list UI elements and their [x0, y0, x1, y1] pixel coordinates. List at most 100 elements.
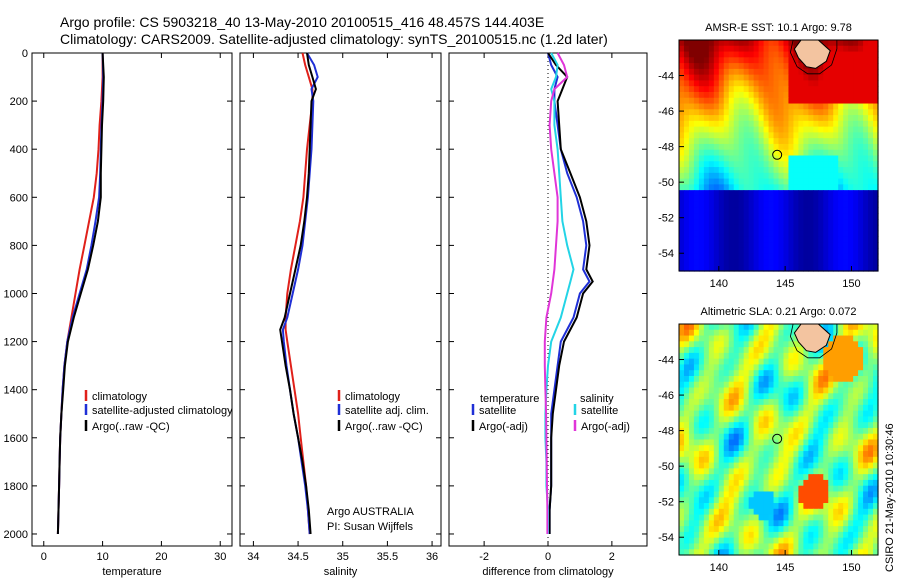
map-cell [688, 265, 695, 272]
map-cell [698, 224, 705, 232]
map-cell [758, 74, 765, 82]
map-cell [733, 184, 740, 191]
map-cell [833, 167, 839, 174]
map-cell [803, 161, 809, 168]
map-cell [798, 485, 804, 493]
map-cell [833, 537, 839, 545]
map-cell [828, 456, 834, 464]
map-cell [688, 91, 695, 99]
map-cell [773, 462, 780, 469]
map-cell [768, 410, 775, 418]
map-cell [679, 427, 685, 435]
map-cell [728, 347, 735, 354]
map-cell [813, 224, 819, 232]
map-cell [708, 115, 715, 122]
map-cell [708, 259, 715, 266]
map-cell [758, 364, 765, 371]
map-cell [753, 543, 760, 550]
map-cell [843, 324, 849, 331]
map-cell [848, 178, 854, 185]
map-cell [853, 126, 859, 134]
map-cell [848, 120, 854, 128]
map-cell [718, 167, 725, 174]
map-cell [838, 364, 844, 371]
map-cell [763, 399, 770, 406]
map-cell [863, 103, 869, 110]
map-cell [693, 352, 700, 360]
map-cell [758, 468, 765, 475]
map-cell [733, 132, 740, 139]
map-cell [823, 451, 829, 458]
map-cell [733, 138, 740, 145]
map-cell [733, 178, 740, 185]
map-cell [728, 126, 735, 134]
map-cell [813, 387, 819, 394]
map-cell [803, 474, 809, 481]
map-cell [738, 497, 745, 504]
map-cell [858, 247, 864, 255]
map-cell [688, 236, 695, 243]
map-cell [698, 97, 705, 105]
map-cell [783, 109, 790, 116]
map-cell [808, 195, 814, 203]
map-cell [798, 468, 804, 475]
map-cell [853, 265, 859, 272]
map-cell [808, 393, 814, 400]
map-cell [683, 63, 690, 70]
map-cell [733, 155, 740, 162]
map-cell [858, 456, 864, 464]
map-cell [688, 381, 695, 389]
map-cell [683, 387, 690, 394]
map-cell [788, 381, 795, 389]
map-cell [823, 172, 829, 180]
map-cell [763, 474, 770, 481]
map-cell [758, 201, 765, 209]
map-cell [803, 416, 809, 423]
map-cell [713, 97, 720, 105]
map-cell [733, 445, 740, 452]
map-cell [743, 375, 750, 383]
map-cell [753, 63, 760, 70]
map-cell [768, 491, 775, 498]
map-cell [853, 375, 859, 383]
map-cell [748, 219, 755, 226]
map-cell [858, 491, 864, 498]
map-cell [833, 364, 839, 371]
map-cell [728, 213, 735, 220]
map-cell [698, 537, 705, 545]
map-cell [708, 439, 715, 446]
map-cell [788, 520, 795, 527]
map-cell [753, 86, 760, 93]
map-cell [758, 63, 765, 70]
map-cell [793, 462, 799, 469]
map-cell [788, 40, 795, 47]
map-cell [703, 358, 710, 366]
map-cell [858, 410, 864, 418]
map-cell [818, 468, 824, 475]
map-cell [743, 74, 750, 82]
map-cell [738, 74, 745, 82]
map-cell [813, 155, 819, 162]
map-cell [778, 80, 785, 87]
map-cell [868, 422, 874, 429]
map-cell [733, 526, 740, 533]
map-cell [773, 422, 780, 429]
map-cell [873, 427, 879, 435]
map-cell [808, 190, 814, 197]
map-cell [693, 195, 700, 203]
map-cell [778, 247, 785, 255]
map-cell [873, 341, 879, 348]
map-cell [723, 543, 730, 550]
map-cell [823, 259, 829, 266]
map-cell [773, 63, 780, 70]
map-cell [858, 468, 864, 475]
map-cell [833, 462, 839, 469]
map-cell [723, 531, 730, 539]
map-cell [768, 57, 775, 64]
map-cell [793, 358, 799, 366]
map-cell [703, 172, 710, 180]
map-cell [828, 253, 834, 261]
map-cell [778, 57, 785, 64]
map-cell [828, 474, 834, 481]
map-cell [838, 207, 844, 214]
